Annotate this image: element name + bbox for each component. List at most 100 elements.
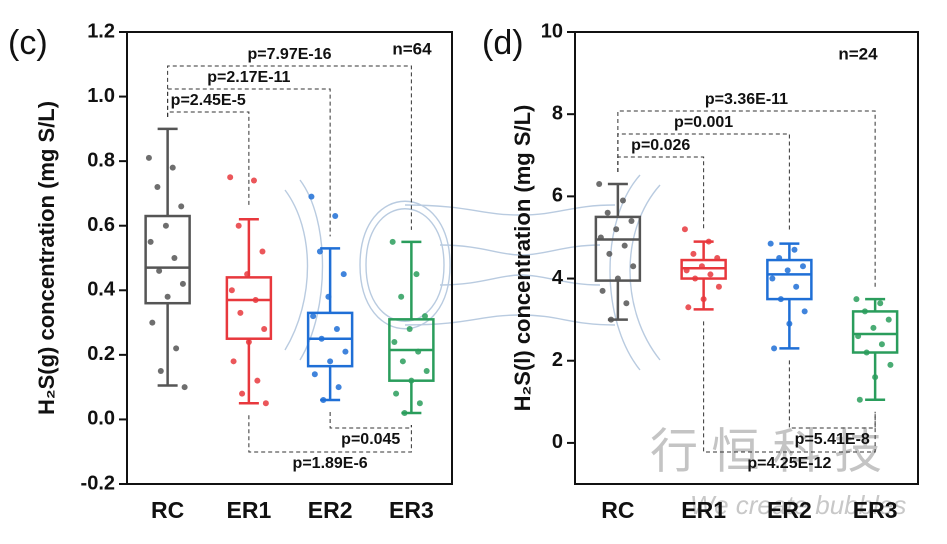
data-point — [623, 300, 630, 307]
data-point — [164, 293, 171, 300]
p-value-label: p=0.001 — [674, 114, 733, 131]
y-axis-label: H₂S(l) concentration (mg S/L) — [510, 105, 535, 412]
p-value-label: p=1.89E-6 — [293, 455, 368, 472]
data-point — [259, 248, 266, 255]
data-point — [327, 358, 334, 365]
data-point — [413, 271, 420, 278]
significance-bracket — [167, 111, 250, 208]
watermark-slogan: We create bubbles — [690, 490, 906, 520]
y-tick-label: 4 — [552, 267, 564, 289]
data-point — [423, 368, 430, 374]
x-tick-label: ER1 — [227, 497, 272, 523]
y-tick-label: 0.6 — [87, 214, 115, 236]
data-point — [398, 293, 405, 300]
data-point — [178, 203, 185, 210]
box — [594, 215, 642, 282]
significance-bracket — [329, 412, 412, 429]
box — [851, 310, 899, 354]
x-tick-label: RC — [151, 497, 184, 523]
data-point — [389, 238, 396, 245]
data-point — [147, 238, 154, 245]
data-point — [340, 271, 347, 278]
data-point — [799, 263, 806, 270]
y-tick-label: 0.2 — [87, 343, 115, 365]
data-point — [237, 309, 244, 316]
data-point — [621, 242, 628, 249]
x-tick-label: ER2 — [308, 497, 353, 523]
data-point — [239, 390, 246, 397]
data-point — [793, 283, 800, 290]
p-value-label: p=0.026 — [631, 137, 690, 154]
data-point — [801, 308, 808, 315]
p-value-label: p=7.97E-16 — [247, 46, 331, 63]
data-point — [342, 348, 349, 355]
data-point — [162, 222, 169, 229]
data-point — [391, 338, 398, 345]
plot-frame — [574, 31, 919, 485]
sample-size: n=64 — [392, 39, 432, 58]
data-point — [853, 296, 860, 303]
y-tick-label: -0.2 — [81, 472, 115, 494]
y-tick-label: 0.0 — [87, 408, 115, 430]
data-point — [877, 300, 884, 307]
significance-bracket — [167, 65, 412, 230]
data-point — [230, 358, 237, 365]
data-point — [681, 226, 688, 233]
panel-label: (c) — [8, 24, 48, 62]
p-value-label: p=4.25E-12 — [747, 455, 831, 472]
data-point — [250, 177, 257, 184]
p-value-label: p=3.36E-11 — [705, 91, 788, 108]
p-value-label: p=5.41E-8 — [795, 431, 870, 448]
y-tick-label: 8 — [552, 102, 563, 124]
data-point — [421, 313, 428, 320]
data-point — [181, 384, 188, 391]
y-tick-label: 0.4 — [87, 279, 116, 301]
data-point — [604, 209, 611, 216]
data-point — [630, 263, 637, 270]
y-axis-label: H₂S(g) concentration (mg S/L) — [34, 101, 59, 415]
x-tick-label: ER2 — [767, 497, 812, 523]
data-point — [333, 326, 340, 333]
y-tick-label: 1.0 — [87, 85, 115, 107]
significance-bracket — [617, 156, 705, 230]
y-tick-label: 0.8 — [87, 149, 115, 171]
data-point — [261, 326, 268, 333]
data-point — [145, 154, 152, 161]
data-point — [228, 287, 235, 294]
p-value-label: p=2.17E-11 — [207, 69, 290, 86]
data-point — [235, 222, 242, 229]
data-point — [784, 267, 791, 274]
data-point — [613, 226, 620, 233]
x-tick-label: ER1 — [681, 497, 726, 523]
data-point — [171, 255, 178, 261]
data-point — [156, 267, 163, 274]
significance-bracket — [248, 415, 412, 453]
data-point — [335, 384, 342, 391]
y-tick-label: 6 — [552, 185, 563, 207]
data-point — [311, 371, 318, 378]
data-point — [599, 287, 606, 294]
plot-frame — [126, 31, 453, 485]
box — [144, 214, 191, 305]
y-tick-label: 0 — [552, 431, 563, 453]
data-point — [619, 197, 626, 204]
data-point — [316, 248, 323, 255]
y-tick-label: 2 — [552, 349, 563, 371]
data-point — [878, 341, 885, 348]
data-point — [308, 193, 315, 200]
sample-size: n=24 — [838, 44, 878, 63]
data-point — [685, 304, 692, 311]
data-point — [769, 275, 776, 282]
data-point — [227, 174, 234, 181]
y-tick-label: 1.2 — [87, 20, 115, 42]
data-point — [715, 283, 722, 290]
y-tick-label: 10 — [541, 20, 563, 42]
data-point — [771, 345, 778, 352]
data-point — [887, 361, 894, 368]
data-point — [254, 377, 261, 384]
significance-bracket — [703, 321, 876, 453]
x-tick-label: RC — [601, 497, 634, 523]
data-point — [262, 400, 269, 407]
data-point — [870, 324, 877, 331]
